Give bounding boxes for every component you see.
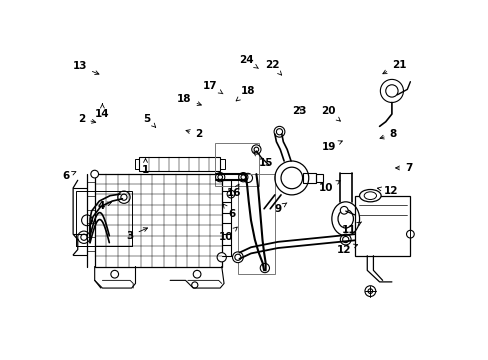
Circle shape [340, 206, 347, 214]
Circle shape [81, 234, 87, 240]
Circle shape [191, 282, 198, 288]
Bar [214, 143, 259, 186]
Bar [302, 172, 316, 183]
Text: 5: 5 [143, 114, 155, 127]
Circle shape [226, 190, 234, 198]
Text: 17: 17 [203, 81, 223, 94]
Circle shape [111, 270, 118, 278]
Text: 20: 20 [321, 106, 340, 121]
Text: 1: 1 [142, 158, 149, 175]
Circle shape [215, 172, 224, 182]
Text: 22: 22 [264, 60, 281, 75]
Circle shape [232, 252, 243, 263]
Text: 18: 18 [236, 86, 255, 101]
Circle shape [385, 85, 397, 97]
Bar [135, 159, 139, 170]
Text: 6: 6 [223, 204, 235, 219]
Bar [316, 174, 322, 182]
Circle shape [118, 191, 130, 203]
Circle shape [254, 147, 258, 152]
Circle shape [81, 215, 92, 226]
Text: 15: 15 [253, 152, 273, 167]
Circle shape [217, 253, 226, 262]
Text: 8: 8 [379, 129, 396, 139]
Circle shape [340, 234, 350, 245]
Text: 23: 23 [291, 106, 305, 116]
Text: 18: 18 [177, 94, 201, 105]
Circle shape [241, 175, 245, 180]
Circle shape [364, 286, 375, 297]
Circle shape [121, 194, 127, 200]
Text: 2: 2 [185, 129, 202, 139]
Circle shape [276, 129, 282, 135]
Text: 10: 10 [218, 227, 237, 242]
Bar [76, 191, 131, 247]
Text: 16: 16 [226, 184, 241, 198]
Circle shape [260, 264, 269, 273]
Circle shape [406, 230, 413, 238]
Circle shape [238, 172, 247, 182]
Bar [220, 159, 224, 170]
Circle shape [218, 175, 222, 180]
Circle shape [78, 231, 90, 243]
Text: 11: 11 [341, 222, 361, 235]
Bar [354, 195, 409, 256]
Text: 9: 9 [274, 203, 286, 214]
Circle shape [193, 270, 201, 278]
Circle shape [367, 289, 372, 293]
Text: 7: 7 [395, 163, 411, 173]
Circle shape [251, 145, 261, 154]
Text: 10: 10 [318, 181, 340, 193]
Text: 14: 14 [95, 103, 109, 119]
Text: 19: 19 [321, 141, 342, 152]
Text: 6: 6 [62, 171, 76, 181]
Circle shape [243, 173, 252, 183]
Circle shape [342, 237, 348, 243]
Text: 12: 12 [377, 186, 398, 196]
Circle shape [234, 254, 241, 260]
Text: 2: 2 [78, 114, 96, 123]
Text: 13: 13 [72, 61, 99, 75]
Text: 24: 24 [238, 55, 258, 68]
Bar [139, 157, 220, 171]
Text: 3: 3 [126, 228, 147, 241]
Text: 21: 21 [382, 60, 406, 74]
Ellipse shape [359, 189, 380, 202]
Text: 4: 4 [97, 202, 111, 211]
Circle shape [91, 170, 99, 178]
Bar [238, 174, 274, 274]
Text: 12: 12 [336, 244, 357, 255]
Ellipse shape [364, 192, 376, 199]
Bar [95, 174, 221, 266]
Circle shape [274, 126, 285, 137]
